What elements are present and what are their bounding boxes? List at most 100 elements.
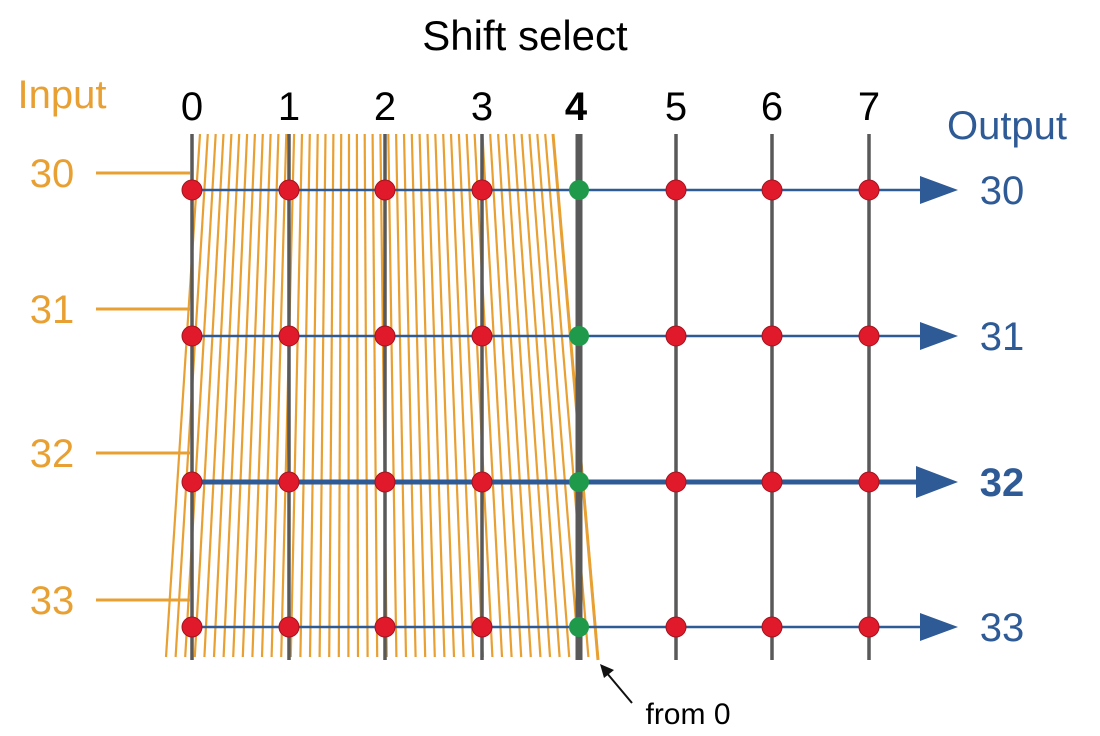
- input-row-labels: 30 31 32 33: [30, 152, 75, 623]
- node-r32-c7: [858, 471, 880, 493]
- annotation-text: from 0: [645, 698, 730, 731]
- node-r31-c0: [181, 325, 203, 347]
- hatch-line: [489, 133, 523, 658]
- hatch-line: [289, 133, 304, 658]
- node-r30-c7: [858, 179, 880, 201]
- hatch-line: [241, 133, 264, 658]
- hatch-line: [347, 133, 351, 658]
- input-row-label-30: 30: [30, 152, 75, 196]
- node-r33-c3: [471, 616, 493, 638]
- input-row-label-33: 33: [30, 579, 75, 623]
- node-r30-c6: [761, 179, 783, 201]
- node-r32-c5: [665, 471, 687, 493]
- hatch-line: [251, 133, 272, 658]
- input-row-label-31: 31: [30, 288, 75, 332]
- shift-label-6: 6: [761, 85, 783, 129]
- hatch-line: [449, 133, 475, 658]
- shift-label-5: 5: [665, 85, 687, 129]
- hatch-line: [371, 133, 379, 658]
- node-r32-c0: [181, 471, 203, 493]
- output-label: Output: [947, 104, 1067, 148]
- hatch-line: [164, 133, 202, 658]
- output-arrowhead-31: [920, 322, 958, 350]
- hatch-line: [457, 133, 484, 658]
- hatch-line: [434, 133, 456, 658]
- annotation-arrow-head: [600, 664, 614, 678]
- hatch-line: [497, 133, 532, 658]
- node-r30-c0: [181, 179, 203, 201]
- shift-label-2: 2: [374, 85, 396, 129]
- diagram-title: Shift select: [422, 12, 628, 59]
- shift-label-3: 3: [471, 85, 493, 129]
- junction-nodes: [181, 179, 880, 638]
- hatch-line: [504, 133, 542, 658]
- hatch-line: [355, 133, 360, 658]
- output-row-lines: [192, 176, 958, 641]
- hatch-line: [481, 133, 513, 658]
- selected-node-r30-c4: [569, 180, 589, 200]
- hatch-line: [387, 133, 398, 658]
- node-r30-c3: [471, 179, 493, 201]
- node-r32-c1: [278, 471, 300, 493]
- annotation-arrow-shaft: [605, 671, 633, 704]
- output-arrowhead-33: [920, 613, 958, 641]
- node-r31-c7: [858, 325, 880, 347]
- hatch-line: [473, 133, 504, 658]
- hatch-line: [363, 133, 369, 658]
- shift-label-1: 1: [278, 85, 300, 129]
- hatch-line: [308, 133, 319, 658]
- output-arrowhead-32: [916, 466, 958, 498]
- selected-node-r32-c4: [569, 472, 589, 492]
- node-r32-c3: [471, 471, 493, 493]
- hatch-line: [203, 133, 233, 658]
- hatch-line: [232, 133, 256, 658]
- output-row-label-32: 32: [980, 461, 1025, 505]
- hatch-line: [299, 133, 311, 658]
- node-r30-c5: [665, 179, 687, 201]
- input-row-ticks: [96, 171, 190, 602]
- hatch-line: [465, 133, 494, 658]
- shift-label-4: 4: [565, 85, 588, 129]
- node-r32-c6: [761, 471, 783, 493]
- output-arrowhead-30: [920, 176, 958, 204]
- hatch-line: [410, 133, 427, 658]
- hatch-line: [222, 133, 249, 658]
- hatch-line: [395, 133, 408, 658]
- node-r30-c2: [374, 179, 396, 201]
- node-r33-c0: [181, 616, 203, 638]
- node-r32-c2: [374, 471, 396, 493]
- hatch-line: [184, 133, 217, 658]
- hatch-line: [193, 133, 225, 658]
- output-row-label-31: 31: [980, 315, 1025, 359]
- input-row-label-32: 32: [30, 432, 75, 476]
- hatch-line: [528, 133, 571, 658]
- node-r31-c3: [471, 325, 493, 347]
- output-row-labels: 30 31 32 33: [980, 169, 1025, 650]
- node-r33-c6: [761, 616, 783, 638]
- hatch-line: [402, 133, 417, 658]
- node-r33-c5: [665, 616, 687, 638]
- shift-column-labels: 0 1 2 3 4 5 6 7: [181, 85, 880, 129]
- shift-label-0: 0: [181, 85, 203, 129]
- shift-column-lines: [190, 134, 871, 660]
- hatch-line: [328, 133, 335, 658]
- node-r33-c7: [858, 616, 880, 638]
- node-r30-c1: [278, 179, 300, 201]
- input-label: Input: [18, 73, 107, 117]
- hatch-line: [442, 133, 465, 658]
- hatch-line: [212, 133, 241, 658]
- hatch-line: [260, 133, 280, 658]
- from-zero-annotation: from 0: [600, 664, 731, 731]
- shift-label-7: 7: [858, 85, 880, 129]
- node-r31-c6: [761, 325, 783, 347]
- selected-node-r31-c4: [569, 326, 589, 346]
- hatch-line: [520, 133, 561, 658]
- input-hatch-lines: [164, 133, 600, 661]
- hatch-line: [318, 133, 327, 658]
- hatch-line: [337, 133, 343, 658]
- node-r31-c5: [665, 325, 687, 347]
- node-r33-c2: [374, 616, 396, 638]
- hatch-line: [536, 133, 580, 658]
